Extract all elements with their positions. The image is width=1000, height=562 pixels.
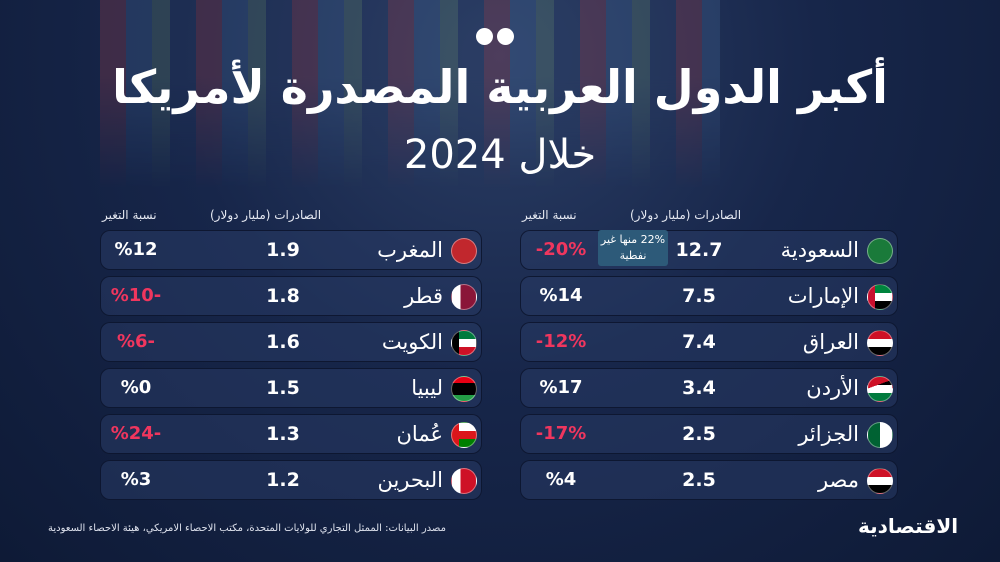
exports-value: 1.6 [266,331,300,353]
country-name: الإمارات [787,284,859,308]
change-value: %6- [116,331,156,352]
exports-value: 1.2 [266,469,300,491]
exports-value: 12.7 [675,239,723,261]
exports-header: الصادرات (مليار دولار) [630,208,742,222]
country-name: البحرين [377,468,443,492]
table-row: المغرب 1.9 %12 [100,230,482,270]
table-row: ليبيا 1.5 %0 [100,368,482,408]
flag [451,284,477,310]
flag [867,376,893,402]
exports-value: 1.3 [266,423,300,445]
table-row: الكويت 1.6 %6- [100,322,482,362]
flag [867,238,893,264]
exports-value: 7.5 [682,285,716,307]
background-image [100,0,720,190]
source: مصدر البيانات: الممثل التجاري للولايات ا… [48,523,446,534]
logo-dots [474,28,516,49]
exports-value: 1.9 [266,239,300,261]
flag [451,376,477,402]
table-row: مصر 2.5 %4 [520,460,898,500]
country-name: الأردن [806,376,859,400]
change-value: %0 [120,377,152,398]
country-name: العراق [802,330,859,354]
exports-value: 1.8 [266,285,300,307]
country-name: مصر [817,468,859,492]
change-value: -17% [535,423,587,444]
flag [867,422,893,448]
change-value: %17 [539,377,583,398]
country-name: المغرب [377,238,443,262]
table-row: الإمارات 7.5 %14 [520,276,898,316]
country-name: عُمان [396,422,444,446]
change-value: -20% [535,239,587,260]
table-row: الأردن 3.4 %17 [520,368,898,408]
table-row: السعودية 12.7 -20% [520,230,898,270]
change-value: %24- [110,423,162,444]
change-value: %14 [539,285,583,306]
table-row: العراق 7.4 -12% [520,322,898,362]
table-row: الجزائر 2.5 -17% [520,414,898,454]
change-value: -12% [535,331,587,352]
subtitle: خلال 2024 [403,132,597,178]
change-value: %10- [110,285,162,306]
change-value: %12 [114,239,158,260]
flag [867,330,893,356]
change-header: نسبة التغير [522,208,577,222]
exports-value: 7.4 [682,331,716,353]
exports-value: 2.5 [682,423,716,445]
title: أكبر الدول العربية المصدرة لأمريكا [112,60,888,114]
change-value: %3 [120,469,152,490]
exports-header: الصادرات (مليار دولار) [210,208,322,222]
flag [867,284,893,310]
note: 22% منها غير نفطية [598,230,668,266]
flag [451,468,477,494]
table-row: البحرين 1.2 %3 [100,460,482,500]
table-row: قطر 1.8 %10- [100,276,482,316]
table-row: عُمان 1.3 %24- [100,414,482,454]
exports-value: 3.4 [682,377,716,399]
flag [867,468,893,494]
change-value: %4 [545,469,577,490]
country-name: الجزائر [798,422,859,446]
flag [451,238,477,264]
exports-value: 2.5 [682,469,716,491]
exports-value: 1.5 [266,377,300,399]
country-name: الكويت [381,330,443,354]
logo: الاقتصادية [858,514,959,538]
country-name: السعودية [780,238,859,262]
country-name: ليبيا [411,376,443,400]
country-name: قطر [404,284,443,308]
flag [451,422,477,448]
change-header: نسبة التغير [102,208,157,222]
flag [451,330,477,356]
